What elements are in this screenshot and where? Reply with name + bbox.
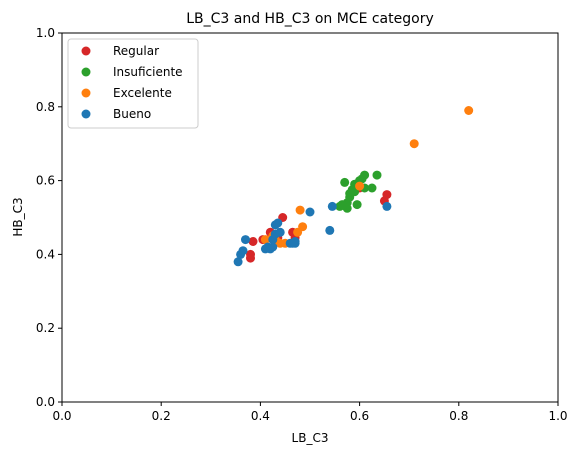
x-tick-label: 0.2 bbox=[152, 409, 171, 423]
y-tick-label: 0.2 bbox=[36, 321, 55, 335]
data-point-insuficiente-7 bbox=[352, 200, 362, 210]
data-point-bueno-12 bbox=[275, 227, 285, 237]
x-tick-label: 0.4 bbox=[251, 409, 270, 423]
y-axis-label: HB_C3 bbox=[11, 197, 25, 236]
x-tick-label: 0.6 bbox=[350, 409, 369, 423]
legend-marker-excelente bbox=[81, 88, 91, 98]
data-point-bueno-16 bbox=[290, 238, 300, 248]
data-point-insuficiente-10 bbox=[360, 170, 370, 180]
legend-label-bueno: Bueno bbox=[113, 107, 151, 121]
data-point-bueno-3 bbox=[241, 235, 250, 245]
data-point-regular-0 bbox=[248, 237, 258, 246]
data-point-bueno-19 bbox=[327, 201, 337, 211]
data-points bbox=[233, 106, 474, 267]
data-point-bueno-17 bbox=[305, 207, 315, 217]
data-point-insuficiente-15 bbox=[342, 203, 352, 213]
data-point-excelente-5 bbox=[293, 227, 303, 237]
legend-box bbox=[67, 38, 199, 129]
data-point-insuficiente-12 bbox=[367, 183, 377, 193]
x-axis-ticks: 0.0 0.2 0.4 0.6 0.8 1.0 bbox=[52, 402, 568, 423]
x-axis-label: LB_C3 bbox=[292, 431, 329, 445]
legend-label-insuficiente: Insuficiente bbox=[113, 65, 183, 79]
data-point-regular-10 bbox=[382, 190, 392, 200]
legend-label-regular: Regular bbox=[113, 44, 159, 58]
x-tick-label: 1.0 bbox=[548, 409, 567, 423]
y-tick-label: 1.0 bbox=[36, 26, 55, 40]
legend-label-excelente: Excelente bbox=[113, 86, 172, 100]
data-point-insuficiente-1 bbox=[340, 177, 350, 187]
data-point-bueno-20 bbox=[382, 201, 392, 211]
legend-entries: Regular Insuficiente Excelente Bueno bbox=[81, 44, 183, 121]
data-point-insuficiente-13 bbox=[372, 170, 382, 180]
y-tick-label: 0.6 bbox=[36, 174, 55, 188]
data-point-bueno-11 bbox=[273, 218, 283, 228]
data-point-excelente-3 bbox=[295, 205, 305, 215]
data-point-bueno-0 bbox=[233, 257, 243, 267]
data-point-bueno-18 bbox=[325, 225, 335, 235]
data-point-bueno-7 bbox=[268, 242, 278, 252]
y-axis-ticks: 0.0 0.2 0.4 0.6 0.8 1.0 bbox=[36, 26, 62, 409]
data-point-excelente-0 bbox=[464, 106, 474, 115]
data-point-bueno-2 bbox=[238, 246, 248, 256]
plot-area-frame bbox=[61, 32, 559, 403]
data-point-excelente-9 bbox=[260, 235, 270, 245]
legend-marker-regular bbox=[81, 46, 91, 56]
y-tick-label: 0.0 bbox=[36, 395, 55, 409]
y-tick-label: 0.4 bbox=[36, 247, 55, 261]
legend-marker-insuficiente bbox=[81, 67, 91, 77]
y-tick-label: 0.8 bbox=[36, 100, 55, 114]
chart-title: LB_C3 and HB_C3 on MCE category bbox=[186, 11, 434, 27]
data-point-excelente-1 bbox=[409, 139, 419, 149]
x-tick-label: 0.8 bbox=[449, 409, 468, 423]
x-tick-label: 0.0 bbox=[52, 409, 71, 423]
legend: Regular Insuficiente Excelente Bueno bbox=[67, 38, 199, 129]
data-point-regular-2 bbox=[246, 249, 255, 259]
legend-marker-bueno bbox=[81, 109, 91, 119]
data-point-excelente-2 bbox=[355, 181, 365, 191]
